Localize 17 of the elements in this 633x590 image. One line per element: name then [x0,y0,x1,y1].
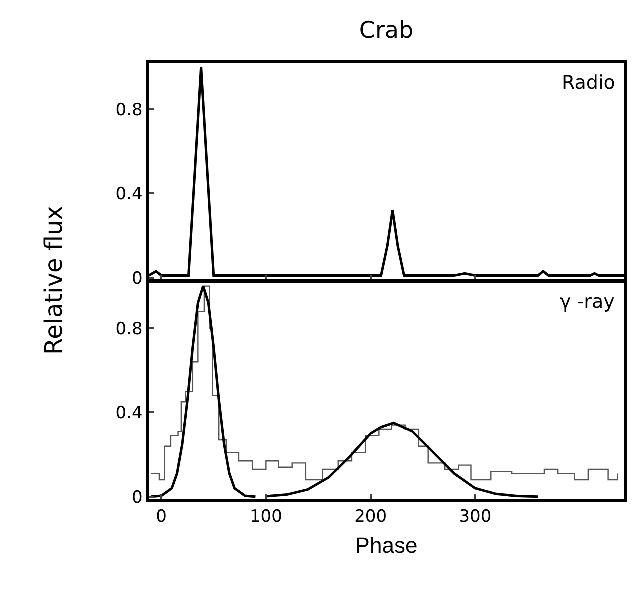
y-axis-title: Relative flux [40,206,68,355]
chart-title: Crab [359,18,414,44]
x-tick-label: 100 [250,507,282,528]
x-tick-label: 300 [459,507,492,528]
annotation: Radio [562,72,616,94]
annotation: γ -ray [560,291,615,313]
y-tick-label: 0 [132,268,143,289]
y-tick-label: 0.8 [116,319,143,340]
y-tick-label: 0.4 [116,184,143,205]
y-tick-label: 0 [132,488,143,508]
x-tick-label: 0 [156,507,167,528]
line-series [150,285,257,498]
y-tick-label: 0.8 [116,100,143,120]
y-tick-label: 0.4 [116,404,143,424]
line-series [264,422,540,498]
x-axis-title: Phase [355,533,418,558]
x-tick-label: 200 [354,507,388,528]
